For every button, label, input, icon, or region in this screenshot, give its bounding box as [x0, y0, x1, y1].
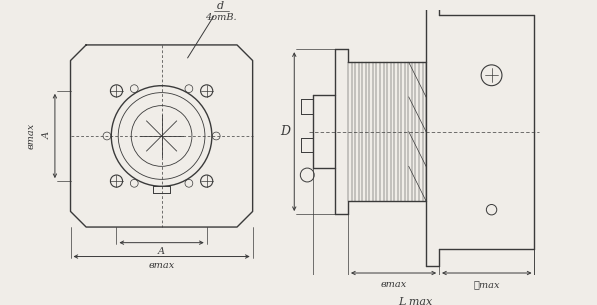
Text: 4omB.: 4omB.	[205, 13, 236, 22]
Text: L max: L max	[398, 297, 432, 305]
Text: вmax: вmax	[27, 123, 36, 149]
Text: вmax: вmax	[149, 261, 175, 270]
Text: A: A	[42, 132, 51, 139]
Text: d: d	[217, 1, 224, 11]
Text: вmax: вmax	[380, 280, 407, 289]
Text: D: D	[281, 125, 291, 138]
Text: A: A	[158, 247, 165, 256]
Text: ℓmax: ℓmax	[473, 280, 500, 289]
